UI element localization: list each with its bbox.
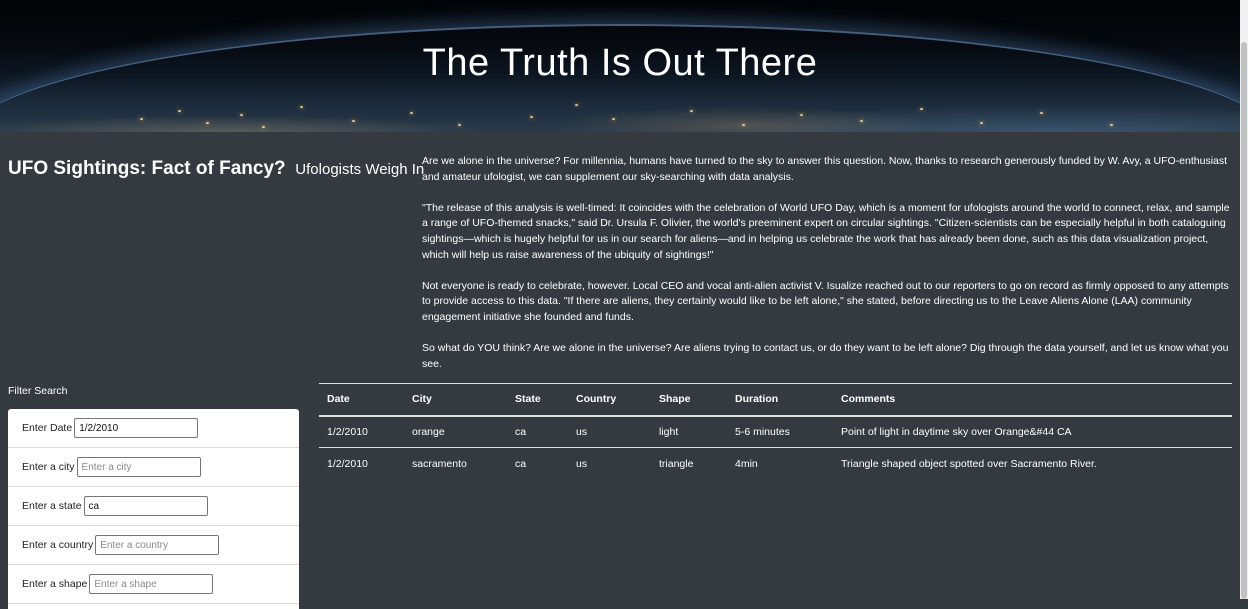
article-headline: UFO Sightings: Fact of Fancy? Ufologists… — [8, 153, 424, 181]
filter-panel: Enter Date Enter a city Enter a state En… — [8, 409, 299, 609]
state-filter-input[interactable] — [83, 496, 208, 516]
column-header-comments: Comments — [833, 383, 1232, 417]
column-header-city: City — [404, 383, 507, 417]
table-row: 1/2/2010 orange ca us light 5-6 minutes … — [319, 415, 1232, 448]
cell-city: sacramento — [412, 457, 467, 470]
cell-comments: Point of light in daytime sky over Orang… — [833, 415, 1232, 448]
cell-duration: 5-6 minutes — [727, 415, 833, 448]
cell-shape: triangle — [659, 457, 694, 470]
cell-city: orange — [404, 415, 507, 448]
article-paragraph: So what do YOU think? Are we alone in th… — [422, 342, 1229, 370]
page-title: The Truth Is Out There — [422, 42, 818, 84]
article-paragraph: "The release of this analysis is well-ti… — [422, 201, 1230, 261]
filter-row-state: Enter a state — [8, 487, 299, 526]
earth-horizon-graphic — [0, 24, 1240, 132]
filter-row-city: Enter a city — [8, 448, 299, 487]
country-filter-label: Enter a country — [22, 539, 94, 551]
city-filter-label: Enter a city — [22, 461, 75, 473]
country-filter-input[interactable] — [95, 535, 220, 555]
filter-search-title: Filter Search — [8, 385, 68, 397]
column-header-shape: Shape — [651, 383, 727, 417]
cell-date: 1/2/2010 — [327, 457, 368, 470]
column-header-state: State — [507, 383, 568, 417]
date-filter-label: Enter Date — [22, 422, 73, 434]
cell-state: ca — [507, 415, 568, 448]
shape-filter-label: Enter a shape — [22, 578, 88, 590]
cell-date: 1/2/2010 — [319, 415, 404, 448]
ufo-table-container: Date City State Country Shape Duration C… — [319, 383, 1232, 480]
headline-subtitle: Ufologists Weigh In — [295, 161, 425, 178]
filter-row-country: Enter a country — [8, 526, 299, 565]
cell-duration: 4min — [735, 457, 758, 470]
cell-comments: Triangle shaped object spotted over Sacr… — [841, 457, 1097, 470]
column-header-date: Date — [319, 383, 404, 417]
table-row: 1/2/2010 sacramento ca us triangle 4min … — [319, 448, 1232, 480]
article-body: Are we alone in the universe? For millen… — [422, 154, 1232, 388]
cell-country: us — [568, 415, 651, 448]
ufo-sightings-table: Date City State Country Shape Duration C… — [319, 383, 1232, 480]
column-header-country: Country — [568, 383, 651, 417]
city-filter-input[interactable] — [76, 457, 201, 477]
filter-row-shape: Enter a shape — [8, 565, 299, 604]
headline-main: UFO Sightings: Fact of Fancy? — [8, 158, 286, 179]
shape-filter-input[interactable] — [89, 574, 214, 594]
article-paragraph: Not everyone is ready to celebrate, howe… — [422, 279, 1229, 323]
article-paragraph: Are we alone in the universe? For millen… — [422, 155, 1228, 183]
hero-banner: The Truth Is Out There — [0, 0, 1240, 132]
date-filter-input[interactable] — [74, 418, 199, 438]
cell-state: ca — [515, 457, 527, 470]
table-header-row: Date City State Country Shape Duration C… — [319, 383, 1232, 417]
state-filter-label: Enter a state — [22, 500, 82, 512]
column-header-duration: Duration — [727, 383, 833, 417]
scrollbar-thumb[interactable] — [1241, 42, 1247, 599]
cell-shape: light — [651, 415, 727, 448]
scrollbar-track[interactable] — [1240, 0, 1248, 599]
filter-row-date: Enter Date — [8, 409, 299, 448]
cell-country: us — [576, 457, 588, 470]
